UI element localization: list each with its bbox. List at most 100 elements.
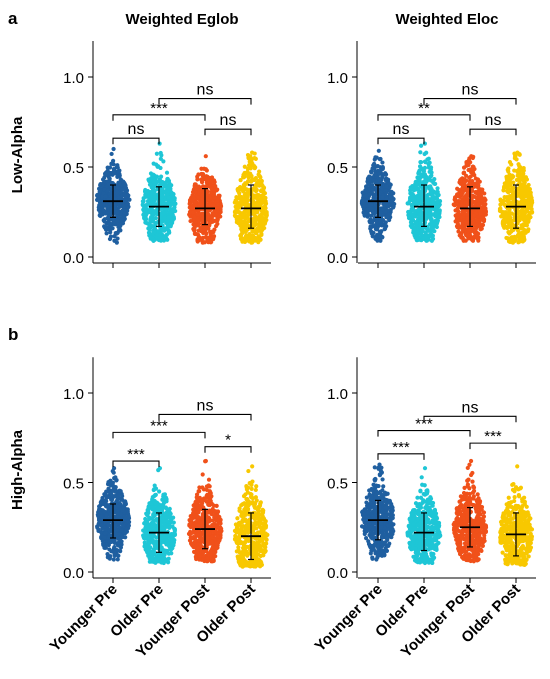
data-point	[210, 544, 216, 550]
data-point	[141, 528, 146, 533]
data-point	[102, 535, 107, 540]
data-point	[263, 195, 268, 200]
data-point	[198, 503, 203, 508]
data-point	[191, 524, 196, 529]
data-point	[199, 177, 204, 182]
data-point	[172, 196, 177, 201]
data-point	[263, 206, 268, 211]
data-point	[169, 198, 174, 203]
data-point	[420, 228, 425, 234]
data-point	[364, 193, 369, 198]
data-point	[239, 202, 244, 207]
data-point	[111, 217, 116, 222]
data-point	[207, 497, 213, 503]
data-point	[413, 179, 418, 184]
data-point	[208, 195, 213, 200]
data-point	[156, 552, 161, 557]
data-point	[415, 217, 421, 222]
data-point	[410, 218, 416, 223]
data-point	[146, 543, 151, 548]
data-point	[435, 217, 440, 222]
data-point	[113, 489, 118, 494]
data-point	[483, 207, 488, 212]
data-point	[148, 535, 153, 540]
data-point	[454, 193, 459, 198]
data-point	[103, 194, 108, 199]
y-tick-label: 0.0	[327, 250, 348, 267]
data-point	[95, 192, 100, 198]
data-point	[218, 209, 223, 215]
data-point	[106, 523, 111, 528]
significance-label: ns	[128, 121, 145, 138]
data-point	[141, 198, 146, 204]
data-point	[462, 195, 467, 200]
data-point	[430, 222, 436, 227]
data-point	[113, 523, 118, 529]
data-point	[389, 199, 395, 204]
data-point	[119, 542, 124, 547]
data-point	[115, 236, 120, 241]
data-point	[204, 484, 210, 489]
data-point	[151, 550, 156, 556]
data-point	[461, 170, 467, 175]
data-point	[160, 517, 165, 522]
data-point	[197, 189, 202, 194]
data-point	[123, 194, 128, 199]
data-point	[118, 177, 123, 182]
data-point	[235, 186, 240, 192]
data-point	[252, 163, 257, 169]
data-point	[196, 515, 201, 520]
data-point	[105, 211, 110, 216]
data-point	[370, 183, 375, 188]
data-point	[372, 165, 377, 170]
data-point	[154, 151, 159, 156]
data-point	[468, 160, 473, 165]
data-point	[141, 196, 146, 201]
data-point	[199, 536, 204, 541]
data-point	[121, 204, 126, 209]
data-point	[241, 219, 247, 224]
data-point	[516, 216, 521, 221]
data-point	[207, 223, 212, 228]
data-point	[125, 208, 130, 213]
data-point	[521, 222, 526, 227]
data-point	[263, 200, 268, 206]
data-point	[385, 215, 390, 220]
data-point	[161, 159, 166, 164]
data-point	[434, 211, 439, 216]
significance-label: **	[418, 100, 430, 117]
data-point	[148, 235, 153, 240]
data-point	[428, 217, 434, 222]
data-point	[253, 176, 259, 181]
data-point	[116, 540, 121, 545]
data-point	[210, 518, 215, 523]
data-point	[158, 235, 163, 241]
data-point	[249, 179, 254, 184]
data-point	[111, 146, 116, 152]
data-point	[410, 212, 415, 217]
data-point	[380, 165, 385, 170]
data-point	[523, 176, 528, 181]
data-point	[527, 187, 532, 192]
data-point	[517, 152, 522, 157]
significance-bracket	[158, 98, 252, 105]
data-point	[211, 524, 216, 529]
data-point	[161, 200, 166, 205]
data-point	[380, 207, 385, 212]
data-point	[171, 191, 176, 197]
data-point	[148, 218, 153, 223]
data-point	[100, 212, 105, 217]
data-point	[107, 515, 113, 521]
data-point	[250, 464, 255, 469]
data-point	[147, 559, 152, 564]
data-point	[374, 219, 380, 225]
data-point	[463, 173, 469, 178]
data-point	[516, 173, 521, 179]
significance-bracket	[377, 114, 471, 121]
data-point	[195, 523, 200, 528]
data-point	[504, 235, 509, 241]
data-point	[116, 494, 121, 499]
data-point	[384, 184, 389, 189]
data-point	[256, 228, 261, 233]
